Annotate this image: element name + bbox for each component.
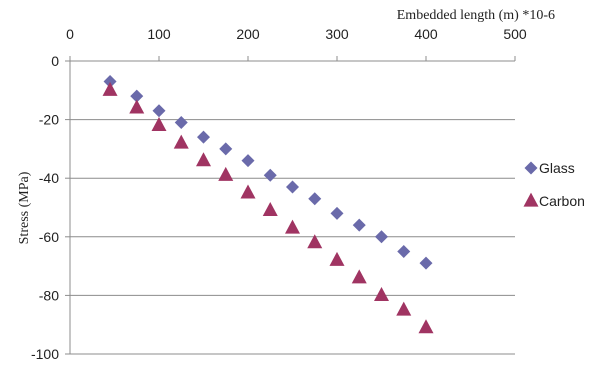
glass-point-10 — [330, 206, 344, 220]
carbon-point-9 — [307, 234, 323, 249]
x-tick-label-5: 500 — [503, 26, 527, 42]
carbon-point-1 — [129, 99, 145, 114]
x-tick-label-4: 400 — [414, 26, 438, 42]
carbon-point-10 — [329, 251, 345, 266]
glass-point-9 — [308, 192, 322, 206]
x-tick-label-0: 0 — [66, 26, 74, 42]
y-tick-label-3: -60 — [39, 229, 59, 245]
x-tick-label-2: 200 — [236, 26, 260, 42]
legend-marker-glass — [524, 161, 538, 175]
y-tick-labels: 0 -20 -40 -60 -80 -100 — [31, 53, 59, 362]
glass-point-3 — [174, 116, 188, 130]
legend-marker-carbon — [523, 192, 539, 207]
glass-point-1 — [130, 89, 144, 103]
glass-point-0 — [103, 75, 117, 89]
glass-point-5 — [219, 142, 233, 156]
x-tick-labels: 0 100 200 300 400 500 — [66, 26, 527, 42]
carbon-point-7 — [262, 202, 278, 217]
data-points — [102, 75, 434, 334]
carbon-point-0 — [102, 81, 118, 96]
glass-point-14 — [419, 256, 433, 270]
axes — [65, 56, 516, 355]
carbon-point-8 — [285, 219, 300, 234]
carbon-point-5 — [218, 166, 234, 181]
carbon-point-3 — [173, 134, 189, 149]
x-axis-title: Embedded length (m) *10-6 — [397, 8, 555, 23]
y-tick-label-2: -40 — [39, 170, 59, 186]
glass-point-12 — [375, 230, 388, 244]
carbon-point-11 — [351, 269, 367, 284]
glass-point-13 — [397, 244, 411, 258]
legend-label-carbon: Carbon — [539, 193, 585, 209]
carbon-point-4 — [196, 152, 211, 167]
glass-point-11 — [352, 218, 366, 232]
y-tick-label-4: -80 — [39, 287, 59, 303]
y-axis-title: Stress (MPa) — [17, 171, 32, 244]
carbon-point-13 — [396, 301, 412, 316]
glass-point-4 — [197, 130, 210, 144]
x-tick-label-3: 300 — [325, 26, 349, 42]
carbon-point-2 — [151, 117, 167, 132]
legend: Glass Carbon — [523, 160, 585, 209]
carbon-point-6 — [240, 184, 256, 199]
glass-point-7 — [263, 168, 277, 182]
carbon-point-14 — [418, 319, 434, 334]
glass-point-8 — [286, 180, 299, 194]
legend-label-glass: Glass — [539, 160, 575, 176]
y-tick-label-5: -100 — [31, 346, 59, 362]
grid — [70, 119, 515, 355]
glass-point-6 — [241, 154, 255, 168]
y-tick-label-1: -20 — [39, 112, 59, 128]
y-tick-label-0: 0 — [51, 53, 59, 69]
x-tick-label-1: 100 — [147, 26, 171, 42]
glass-point-2 — [152, 104, 166, 118]
carbon-point-12 — [374, 287, 389, 301]
